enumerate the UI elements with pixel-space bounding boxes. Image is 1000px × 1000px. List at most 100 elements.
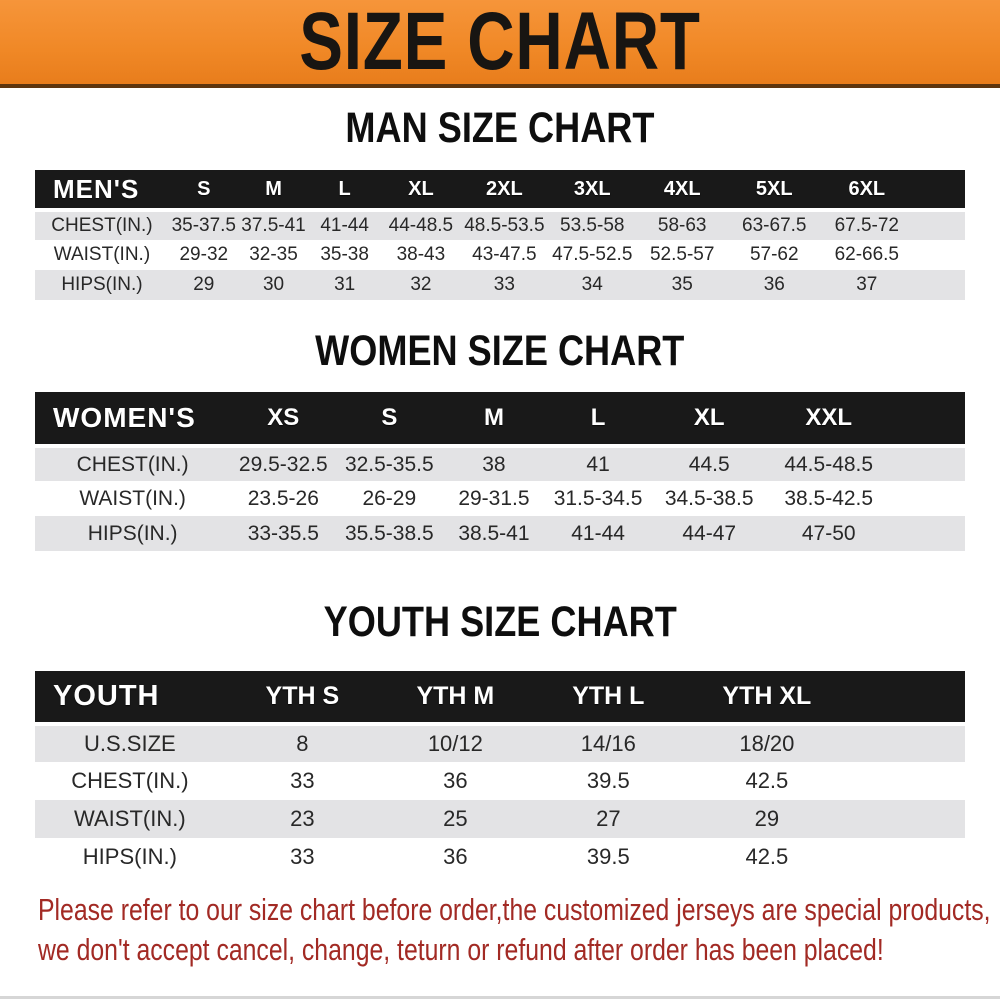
spacer-cell <box>912 240 965 270</box>
size-col-header: YTH M <box>380 671 531 726</box>
spacer-cell <box>912 210 965 240</box>
size-value-cell: 37.5-41 <box>238 210 309 240</box>
measurement-row-label: CHEST(IN.) <box>35 762 225 800</box>
banner-title: SIZE CHART <box>299 0 701 87</box>
size-value-cell: 33 <box>224 762 381 800</box>
mens-header-row: MEN'S S M L XL 2XL 3XL 4XL 5XL 6XL <box>35 170 965 212</box>
size-chart-banner: SIZE CHART <box>0 0 1000 88</box>
size-col-header: XL <box>650 392 768 448</box>
size-col-header: M <box>238 170 309 212</box>
size-value-cell: 35-38 <box>308 240 381 270</box>
youth-section-title-text: YOUTH SIZE CHART <box>323 598 677 646</box>
womens-group-header: WOMEN'S <box>35 392 231 448</box>
mens-chest-row: CHEST(IN.) 35-37.5 37.5-41 41-44 44-48.5… <box>35 210 965 240</box>
size-value-cell: 35-37.5 <box>168 210 239 240</box>
size-value-cell: 29.5-32.5 <box>230 446 337 481</box>
size-value-cell: 30 <box>238 270 309 300</box>
size-value-cell: 47.5-52.5 <box>547 240 637 270</box>
size-value-cell: 31 <box>308 270 381 300</box>
size-value-cell: 25 <box>380 800 531 838</box>
size-value-cell: 36 <box>727 270 821 300</box>
size-value-cell: 39.5 <box>530 762 686 800</box>
size-value-cell: 23.5-26 <box>230 481 337 516</box>
size-value-cell: 26-29 <box>336 481 443 516</box>
spacer-cell <box>889 392 965 448</box>
womens-waist-row: WAIST(IN.) 23.5-26 26-29 29-31.5 31.5-34… <box>35 481 965 516</box>
womens-hips-row: HIPS(IN.) 33-35.5 35.5-38.5 38.5-41 41-4… <box>35 516 965 551</box>
size-value-cell: 37 <box>820 270 913 300</box>
bottom-edge-line <box>0 996 1000 999</box>
size-value-cell: 27 <box>530 800 686 838</box>
size-value-cell: 42.5 <box>685 762 848 800</box>
size-value-cell: 33 <box>460 270 548 300</box>
size-value-cell: 35.5-38.5 <box>336 516 443 551</box>
measurement-row-label: WAIST(IN.) <box>35 481 231 516</box>
size-value-cell: 38 <box>442 446 546 481</box>
size-value-cell: 36 <box>380 838 531 876</box>
spacer-cell <box>847 838 965 876</box>
spacer-cell <box>889 516 965 551</box>
size-value-cell: 38.5-42.5 <box>767 481 890 516</box>
youth-section-title: YOUTH SIZE CHART <box>0 598 1000 647</box>
size-value-cell: 32.5-35.5 <box>336 446 443 481</box>
size-value-cell: 32-35 <box>238 240 309 270</box>
size-value-cell: 34 <box>547 270 637 300</box>
size-value-cell: 38.5-41 <box>442 516 546 551</box>
youth-group-header: YOUTH <box>35 671 225 726</box>
women-section-title: WOMEN SIZE CHART <box>0 327 1000 376</box>
size-value-cell: 67.5-72 <box>820 210 913 240</box>
youth-chest-row: CHEST(IN.) 33 36 39.5 42.5 <box>35 762 965 800</box>
measurement-row-label: HIPS(IN.) <box>35 516 231 551</box>
size-value-cell: 41-44 <box>545 516 651 551</box>
mens-hips-row: HIPS(IN.) 29 30 31 32 33 34 35 36 37 <box>35 270 965 300</box>
youth-header-row: YOUTH YTH S YTH M YTH L YTH XL <box>35 671 965 726</box>
size-value-cell: 41 <box>545 446 651 481</box>
size-value-cell: 33-35.5 <box>230 516 337 551</box>
size-col-header: 3XL <box>547 170 637 212</box>
size-value-cell: 14/16 <box>530 724 686 762</box>
size-col-header: XXL <box>767 392 890 448</box>
size-col-header: 6XL <box>820 170 913 212</box>
size-col-header: 2XL <box>460 170 548 212</box>
size-value-cell: 41-44 <box>308 210 381 240</box>
womens-header-row: WOMEN'S XS S M L XL XXL <box>35 392 965 448</box>
size-col-header: S <box>168 170 239 212</box>
size-col-header: L <box>308 170 381 212</box>
size-value-cell: 57-62 <box>727 240 821 270</box>
spacer-cell <box>847 724 965 762</box>
size-value-cell: 29-31.5 <box>442 481 546 516</box>
size-value-cell: 33 <box>224 838 381 876</box>
size-value-cell: 44.5-48.5 <box>767 446 890 481</box>
size-value-cell: 29-32 <box>168 240 239 270</box>
size-value-cell: 53.5-58 <box>547 210 637 240</box>
mens-group-header: MEN'S <box>35 170 169 212</box>
size-value-cell: 8 <box>224 724 381 762</box>
man-section-title-text: MAN SIZE CHART <box>345 104 655 152</box>
size-value-cell: 38-43 <box>380 240 461 270</box>
size-value-cell: 63-67.5 <box>727 210 821 240</box>
womens-size-table: WOMEN'S XS S M L XL XXL CHEST(IN.) 29.5-… <box>35 392 965 551</box>
mens-size-table: MEN'S S M L XL 2XL 3XL 4XL 5XL 6XL CHEST… <box>35 170 965 300</box>
disclaimer-text: Please refer to our size chart before or… <box>38 890 1000 970</box>
measurement-row-label: HIPS(IN.) <box>35 838 225 876</box>
size-col-header: XS <box>230 392 337 448</box>
size-col-header: M <box>442 392 546 448</box>
size-value-cell: 29 <box>685 800 848 838</box>
measurement-row-label: U.S.SIZE <box>35 724 225 762</box>
spacer-cell <box>847 800 965 838</box>
size-value-cell: 52.5-57 <box>636 240 728 270</box>
disclaimer-line-1: Please refer to our size chart before or… <box>38 892 991 927</box>
size-col-header: YTH XL <box>685 671 848 726</box>
size-value-cell: 29 <box>168 270 239 300</box>
size-value-cell: 44-48.5 <box>380 210 461 240</box>
disclaimer-line-2: we don't accept cancel, change, teturn o… <box>38 932 884 967</box>
size-col-header: S <box>336 392 443 448</box>
measurement-row-label: WAIST(IN.) <box>35 800 225 838</box>
size-value-cell: 36 <box>380 762 531 800</box>
spacer-cell <box>912 270 965 300</box>
spacer-cell <box>847 671 965 726</box>
size-col-header: YTH S <box>224 671 381 726</box>
measurement-row-label: CHEST(IN.) <box>35 446 231 481</box>
size-value-cell: 23 <box>224 800 381 838</box>
size-col-header: L <box>545 392 651 448</box>
